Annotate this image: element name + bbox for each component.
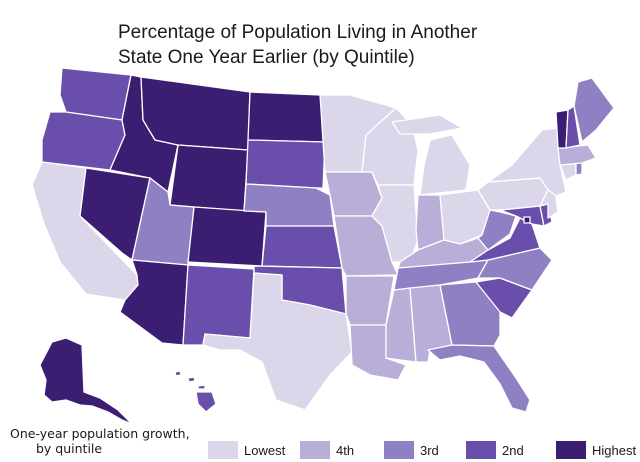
state-AR	[345, 275, 395, 326]
legend-item-2nd: 2nd	[466, 441, 524, 459]
legend-swatch-4th	[300, 441, 330, 459]
state-ND	[247, 91, 326, 143]
legend-label-highest: Highest	[592, 442, 637, 458]
state-WY	[169, 144, 249, 212]
state-SC	[475, 277, 533, 319]
state-RI	[575, 162, 583, 176]
state-IL	[371, 184, 419, 263]
state-MI	[391, 114, 471, 196]
legend-swatch-highest	[556, 441, 586, 459]
state-SD	[245, 139, 326, 189]
map-title-line-1: Percentage of Population Living in Anoth…	[118, 22, 478, 43]
state-IA	[324, 171, 383, 217]
state-NJ	[539, 189, 559, 219]
state-MA	[557, 144, 597, 166]
legend-note-line-1: One-year population growth,	[10, 426, 190, 441]
legend-swatch-2nd	[466, 441, 496, 459]
legend-label-2nd: 2nd	[502, 442, 524, 458]
legend-item-3rd: 3rd	[384, 441, 439, 459]
state-WV	[477, 209, 517, 251]
map-title-line-2: State One Year Earlier (by Quintile)	[118, 47, 415, 68]
legend-item-4th: 4th	[300, 441, 354, 459]
state-TX	[202, 272, 353, 411]
state-OR	[41, 111, 126, 171]
state-MT	[140, 76, 251, 151]
map-title: Percentage of Population Living in Anoth…	[118, 20, 538, 70]
state-AK	[39, 337, 133, 425]
legend-item-lowest: Lowest	[208, 441, 285, 459]
state-HI	[174, 370, 217, 413]
state-NY	[487, 127, 567, 197]
legend-label-4th: 4th	[336, 442, 355, 458]
legend-swatch-lowest	[208, 441, 238, 459]
legend-swatch-3rd	[384, 441, 414, 459]
state-NH	[565, 105, 581, 149]
state-PA	[477, 177, 549, 211]
state-DC	[523, 216, 531, 224]
legend-note-line-2: by quintile	[36, 441, 103, 456]
state-KS	[261, 225, 343, 269]
legend-label-lowest: Lowest	[244, 442, 286, 458]
legend-label-3rd: 3rd	[420, 442, 439, 458]
state-NM	[182, 264, 255, 346]
state-CO	[187, 206, 267, 267]
state-FL	[427, 344, 531, 413]
legend-item-highest: Highest	[556, 441, 636, 459]
legend-note: One-year population growth, by quintile	[10, 426, 190, 456]
state-ME	[573, 77, 615, 143]
